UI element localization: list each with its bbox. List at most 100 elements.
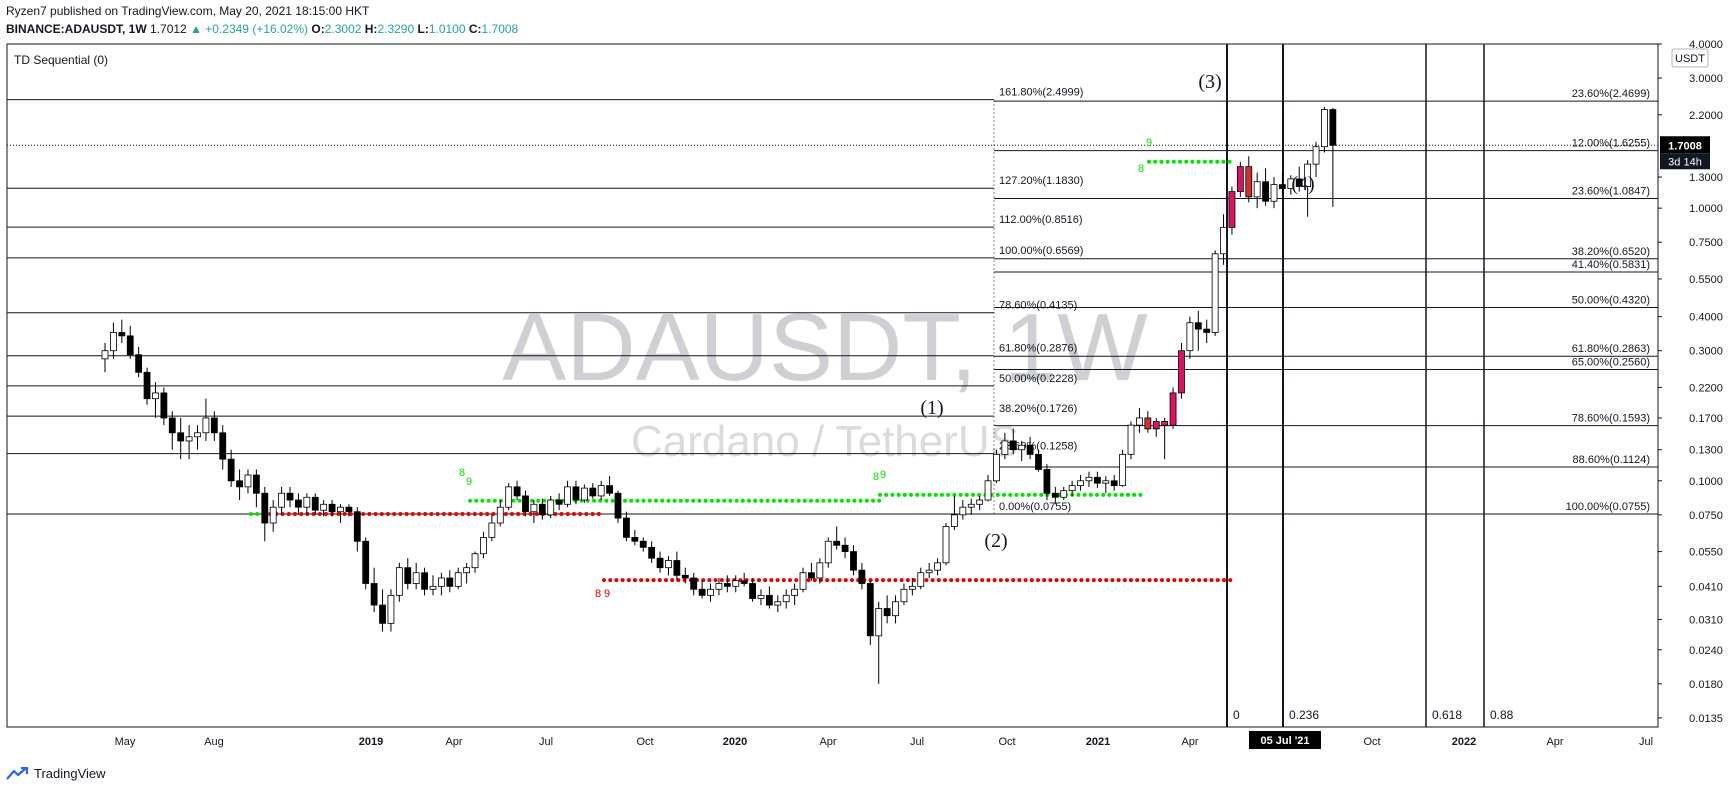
candle-body xyxy=(732,580,740,587)
candle-body xyxy=(774,601,782,606)
price-axis[interactable]: 4.0000 3.0000 2.2000 1.3000 1.0000 0.7500 0.55… xyxy=(1658,39,1723,725)
candle xyxy=(639,537,647,552)
td-dot xyxy=(423,512,428,517)
td-dot xyxy=(974,578,978,583)
td-dot xyxy=(614,578,619,583)
td-dot xyxy=(1020,492,1025,497)
candle-body xyxy=(118,332,126,337)
symbol-label[interactable]: BINANCE:ADAUSDT, 1W xyxy=(6,22,147,36)
td-dot xyxy=(1085,578,1090,583)
candle xyxy=(597,480,605,501)
fib-extension-label: 100.00%(0.6569) xyxy=(999,245,1083,257)
td-dot xyxy=(740,498,745,503)
candle xyxy=(959,500,967,520)
td-dot xyxy=(1215,578,1220,583)
td-dot xyxy=(1073,578,1078,583)
candle xyxy=(707,583,714,602)
td-dot xyxy=(311,512,316,517)
candle-body xyxy=(656,557,664,569)
td-dot xyxy=(1222,578,1226,583)
td-dot xyxy=(592,498,596,503)
price-change: ▲ +0.2349 (+16.02%) xyxy=(190,22,309,36)
td-dot xyxy=(837,578,842,583)
td-dot xyxy=(1147,578,1152,583)
td-dot xyxy=(1119,492,1124,497)
candle xyxy=(951,495,958,530)
td-dot xyxy=(1104,578,1109,583)
candle-body xyxy=(370,583,378,606)
td-dot xyxy=(796,498,801,503)
td-dot xyxy=(1197,578,1202,583)
td-dot xyxy=(878,492,882,497)
td-dot xyxy=(666,498,671,503)
td-dot xyxy=(367,512,372,517)
price-tick-label: 0.1000 xyxy=(1689,476,1723,488)
candle-body xyxy=(892,601,899,617)
candle-body xyxy=(715,583,723,590)
candle-body xyxy=(816,562,824,579)
td-dot xyxy=(998,578,1003,583)
candle xyxy=(723,575,731,593)
candle-body xyxy=(765,594,773,606)
candle xyxy=(244,469,252,494)
td-dot xyxy=(1184,159,1189,164)
footer-brand[interactable]: TradingView xyxy=(6,766,106,781)
time-tick-label: 2021 xyxy=(1086,736,1110,748)
candle-body xyxy=(303,496,311,508)
candle xyxy=(337,504,344,524)
td-dot xyxy=(584,512,589,517)
td-dot xyxy=(672,498,677,503)
td-dot xyxy=(809,498,813,503)
time-axis[interactable]: May Aug 2019 Apr Jul Oct 2020 Apr Jul Oct 2021 Apr 0… xyxy=(115,731,1653,749)
currency-label-box[interactable]: USDT xyxy=(1671,48,1709,68)
td-dot xyxy=(977,492,982,497)
td-dot xyxy=(386,512,390,517)
time-tick-label: 05 Jul '21 xyxy=(1260,735,1309,747)
candle-body xyxy=(782,594,790,603)
td-dot xyxy=(1033,492,1037,497)
candle-body xyxy=(1329,109,1337,146)
candle-body xyxy=(967,503,975,508)
indicator-label[interactable]: TD Sequential (0) xyxy=(14,53,108,67)
candle-body xyxy=(1321,109,1328,148)
td-dot xyxy=(348,512,353,517)
td-dot xyxy=(1113,492,1118,497)
publish-info: Ryzen7 published on TradingView.com, May… xyxy=(6,4,370,18)
tradingview-logo-icon xyxy=(6,766,29,780)
td-dot xyxy=(480,498,485,503)
td-dot xyxy=(633,578,637,583)
td-dot xyxy=(812,578,817,583)
td-dot xyxy=(1076,492,1081,497)
candle xyxy=(648,541,656,563)
candle xyxy=(564,480,571,508)
td-dot xyxy=(578,512,583,517)
candle-body xyxy=(900,588,908,603)
candle xyxy=(370,567,378,613)
candle-body xyxy=(875,608,883,637)
td-dot xyxy=(317,512,322,517)
candle-body xyxy=(320,503,328,511)
td-dot xyxy=(1147,159,1151,164)
candle xyxy=(1051,486,1059,505)
td-dot xyxy=(821,498,826,503)
candle xyxy=(808,562,815,581)
td-dot xyxy=(719,578,724,583)
td-dot xyxy=(936,578,941,583)
fib-retracement-label: 88.60%(0.1124) xyxy=(1573,454,1650,466)
fib-retracement-label: 23.60%(2.4699) xyxy=(1572,88,1650,100)
candle xyxy=(833,526,841,550)
td-dot xyxy=(933,492,938,497)
candle-body xyxy=(698,588,706,596)
candle xyxy=(295,493,302,515)
candle-body xyxy=(547,499,555,516)
candle-body xyxy=(1178,350,1185,394)
candle-body xyxy=(749,583,756,599)
candle-body xyxy=(295,499,302,508)
td-dot xyxy=(685,498,689,503)
candle-body xyxy=(1144,417,1152,430)
td-dot xyxy=(255,512,260,517)
currency-label: USDT xyxy=(1675,53,1705,65)
td-dot xyxy=(468,498,472,503)
td-dot xyxy=(336,512,341,517)
